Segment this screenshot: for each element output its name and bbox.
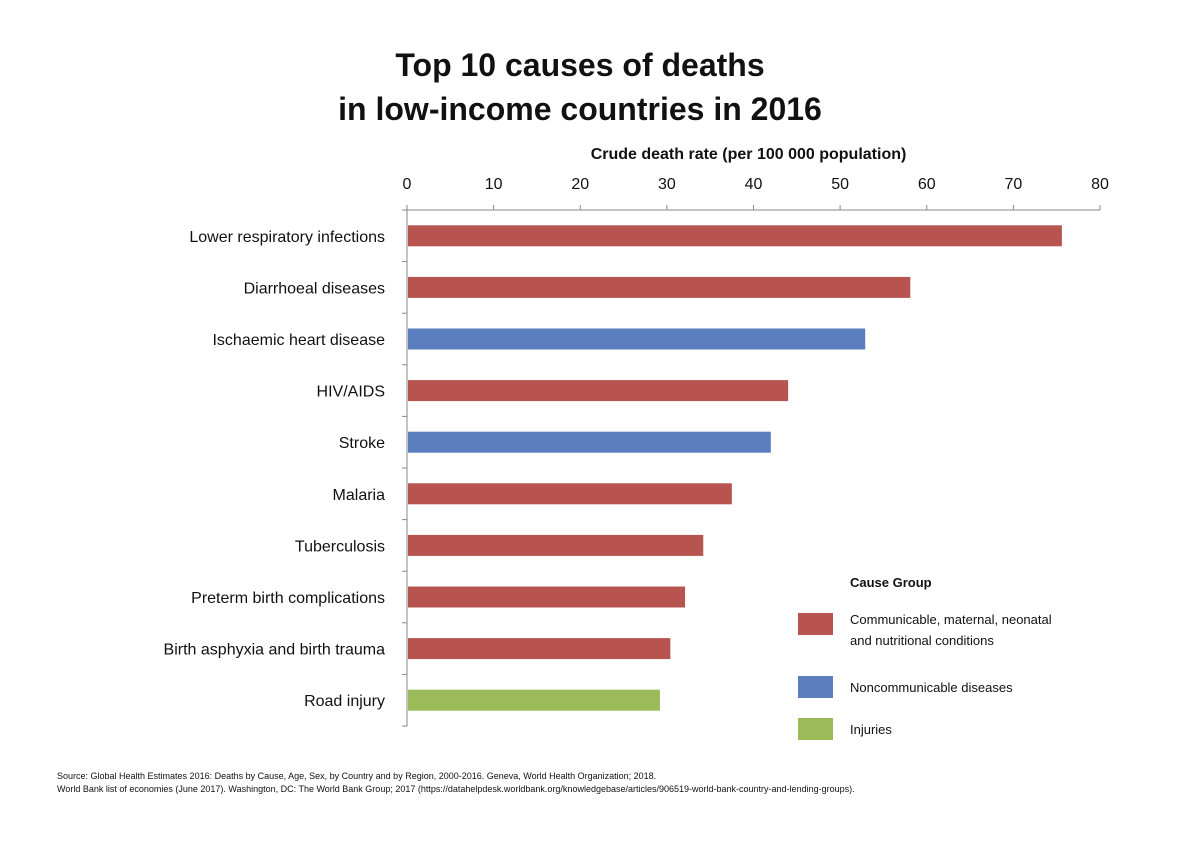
- legend-label: Noncommunicable diseases: [850, 680, 1013, 695]
- x-tick-label: 10: [485, 176, 503, 193]
- category-label: Lower respiratory infections: [189, 229, 385, 246]
- category-label: HIV/AIDS: [317, 384, 385, 401]
- x-tick-label: 20: [571, 176, 589, 193]
- bar: [408, 586, 686, 608]
- source-note: Source: Global Health Estimates 2016: De…: [57, 770, 855, 796]
- bar: [408, 534, 704, 556]
- bar: [408, 689, 660, 711]
- bar: [408, 380, 789, 402]
- x-tick-label: 0: [403, 176, 412, 193]
- category-label: Stroke: [339, 435, 385, 452]
- chart-title-line-2: in low-income countries in 2016: [338, 91, 822, 127]
- legend-label: and nutritional conditions: [850, 633, 994, 648]
- bar: [408, 276, 911, 298]
- bar: [408, 483, 732, 505]
- bar: [408, 225, 1062, 247]
- category-label: Tuberculosis: [295, 538, 385, 555]
- bar: [408, 638, 671, 660]
- x-tick-label: 30: [658, 176, 676, 193]
- category-label: Road injury: [304, 693, 385, 710]
- legend-swatch: [798, 613, 833, 635]
- chart-title-line-1: Top 10 causes of deaths: [395, 47, 765, 83]
- x-tick-label: 40: [745, 176, 763, 193]
- category-label: Malaria: [333, 487, 386, 504]
- legend-label: Injuries: [850, 722, 892, 737]
- x-tick-label: 60: [918, 176, 936, 193]
- x-tick-label: 80: [1091, 176, 1109, 193]
- source-line-2: World Bank list of economies (June 2017)…: [57, 784, 855, 794]
- legend-title: Cause Group: [850, 575, 932, 590]
- bar: [408, 431, 771, 453]
- x-axis-title: Crude death rate (per 100 000 population…: [591, 146, 907, 163]
- legend-swatch: [798, 676, 833, 698]
- category-label: Birth asphyxia and birth trauma: [164, 642, 386, 659]
- category-label: Diarrhoeal diseases: [244, 280, 385, 297]
- source-line-1: Source: Global Health Estimates 2016: De…: [57, 771, 657, 781]
- category-label: Ischaemic heart disease: [212, 332, 385, 349]
- x-tick-label: 70: [1004, 176, 1022, 193]
- x-tick-label: 50: [831, 176, 849, 193]
- legend-label: Communicable, maternal, neonatal: [850, 612, 1052, 627]
- bar: [408, 328, 866, 350]
- category-label: Preterm birth complications: [191, 590, 385, 607]
- legend-swatch: [798, 718, 833, 740]
